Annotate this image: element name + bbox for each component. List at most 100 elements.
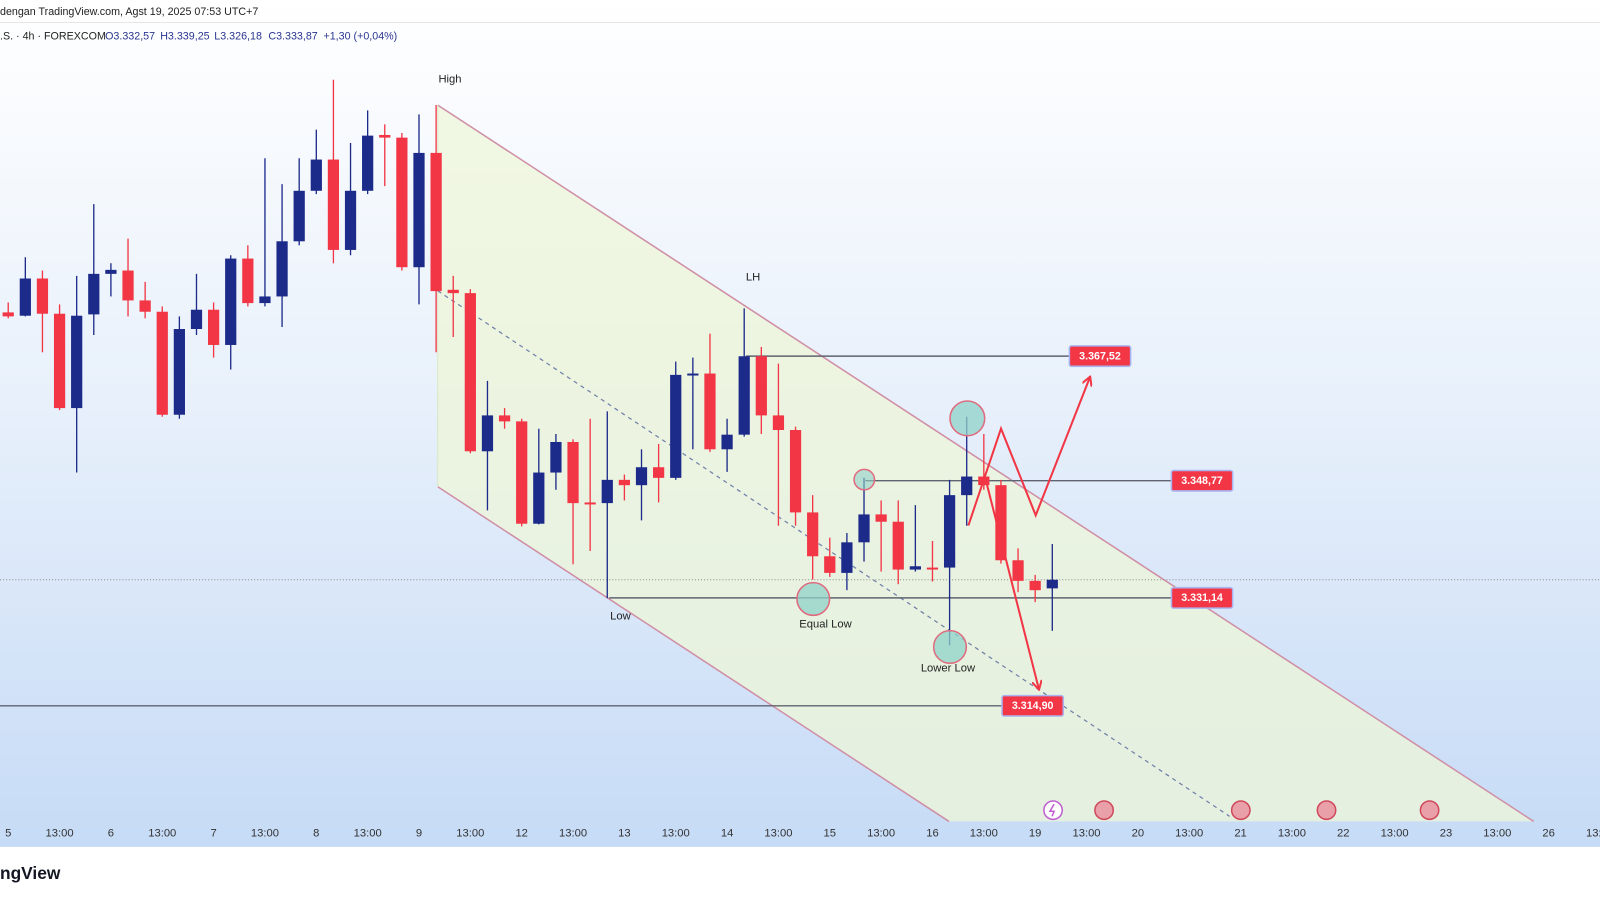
candle-body <box>875 514 887 522</box>
x-tick-label: 15 <box>824 828 836 840</box>
x-tick-label: 14 <box>721 828 733 840</box>
event-icon[interactable] <box>1230 800 1251 821</box>
candle-body <box>618 479 631 486</box>
change: +1,30 (+0,04%) <box>323 31 397 43</box>
candle-body <box>807 512 819 557</box>
annotation: Equal Low <box>799 618 852 630</box>
candle-body <box>259 296 271 304</box>
candle-body <box>430 152 442 292</box>
x-tick-label: 13:00 <box>1072 828 1100 840</box>
brand: ngView <box>0 863 61 883</box>
level-box <box>1068 345 1132 368</box>
candle-body <box>481 415 494 452</box>
symbol: .S. · 4h · FOREXCOM <box>0 31 106 43</box>
candle-body <box>721 434 733 450</box>
candle-body <box>36 278 49 314</box>
candle-body <box>1046 579 1058 589</box>
candle-body <box>653 467 665 478</box>
candle-body <box>567 441 579 504</box>
candle-body <box>413 152 425 268</box>
level-label: 3.348,77 <box>1181 475 1223 487</box>
candle-body <box>1029 580 1041 591</box>
marker-circle <box>949 400 986 437</box>
candle-body <box>276 241 288 297</box>
marker-circle <box>853 468 876 491</box>
candle-body <box>310 159 322 191</box>
x-axis: 5 13:00 6 13:00 7 13:00 8 13:00 9 13:00 12 13:00 13 1… <box>5 828 1600 840</box>
candle-body <box>755 356 767 416</box>
event-icon[interactable] <box>1094 800 1115 821</box>
annotation: Low <box>610 610 631 622</box>
candle-body <box>995 485 1007 561</box>
candle-body <box>704 373 716 450</box>
candle-body <box>396 137 408 268</box>
x-tick-label: 22 <box>1337 828 1349 840</box>
event-icon[interactable] <box>1419 800 1440 821</box>
channel-lower <box>437 486 950 823</box>
x-tick-label: 26 <box>1542 828 1554 840</box>
candle-body <box>550 441 562 473</box>
candle-body <box>242 258 254 304</box>
candle-body <box>327 159 340 250</box>
candle-body <box>344 190 357 250</box>
footer-background <box>0 846 1600 900</box>
event-icon-bolt <box>1048 803 1056 817</box>
ohlc-high: H3.339,25 <box>160 31 209 43</box>
candle-body <box>909 566 921 570</box>
ohlc-open: O3.332,57 <box>105 31 155 43</box>
level-label: 3.367,52 <box>1079 350 1121 362</box>
candle-body <box>53 313 66 409</box>
candle-body <box>943 495 956 568</box>
x-tick-label: 23 <box>1440 828 1452 840</box>
candle-body <box>841 542 853 573</box>
candle-body <box>379 134 391 138</box>
candle-body <box>961 476 973 496</box>
level-box <box>1170 469 1234 492</box>
x-tick-label: 8 <box>313 828 319 840</box>
candle-body <box>584 502 596 505</box>
candle-body <box>498 415 511 422</box>
candle-body <box>139 300 151 312</box>
candle-body <box>122 270 134 301</box>
candle-body <box>1012 560 1024 581</box>
marker-circle <box>932 629 968 665</box>
candle-body <box>88 273 100 315</box>
candle-body <box>105 269 117 274</box>
x-tick-label: 13:00 <box>354 828 382 840</box>
x-tick-label: 13:00 <box>251 828 279 840</box>
candle-body <box>926 567 939 570</box>
candle-body <box>362 135 374 191</box>
candle-body <box>19 278 31 316</box>
candle-body <box>71 315 83 409</box>
channel-upper <box>437 104 1535 823</box>
x-tick-label: 19 <box>1029 828 1041 840</box>
candle-body <box>516 421 528 524</box>
event-icon[interactable] <box>1043 800 1064 821</box>
level-label: 3.314,90 <box>1012 700 1054 712</box>
candle-body <box>533 472 545 524</box>
x-tick-label: 13:00 <box>1175 828 1203 840</box>
candle-body <box>670 374 682 478</box>
candle-body <box>447 289 459 294</box>
candle-body <box>190 309 203 330</box>
x-tick-label: 13:00 <box>764 828 792 840</box>
x-tick-label: 20 <box>1132 828 1144 840</box>
candle-body <box>225 258 237 345</box>
candle-body <box>858 514 870 543</box>
event-icon[interactable] <box>1316 800 1337 821</box>
candle-body <box>173 329 185 415</box>
candle-body <box>789 430 802 513</box>
candle-body <box>156 311 168 415</box>
annotation: High <box>438 74 461 86</box>
x-tick-label: 13:00 <box>867 828 895 840</box>
x-tick-label: 9 <box>416 828 422 840</box>
x-tick-label: 5 <box>5 828 11 840</box>
candle-body <box>892 521 904 570</box>
source-line: dengan TradingView.com, Agst 19, 2025 07… <box>0 6 258 18</box>
x-tick-label: 13:00 <box>46 828 74 840</box>
x-tick-label: 13:00 <box>1381 828 1409 840</box>
x-tick-label: 12 <box>515 828 527 840</box>
candle-body <box>635 467 648 486</box>
